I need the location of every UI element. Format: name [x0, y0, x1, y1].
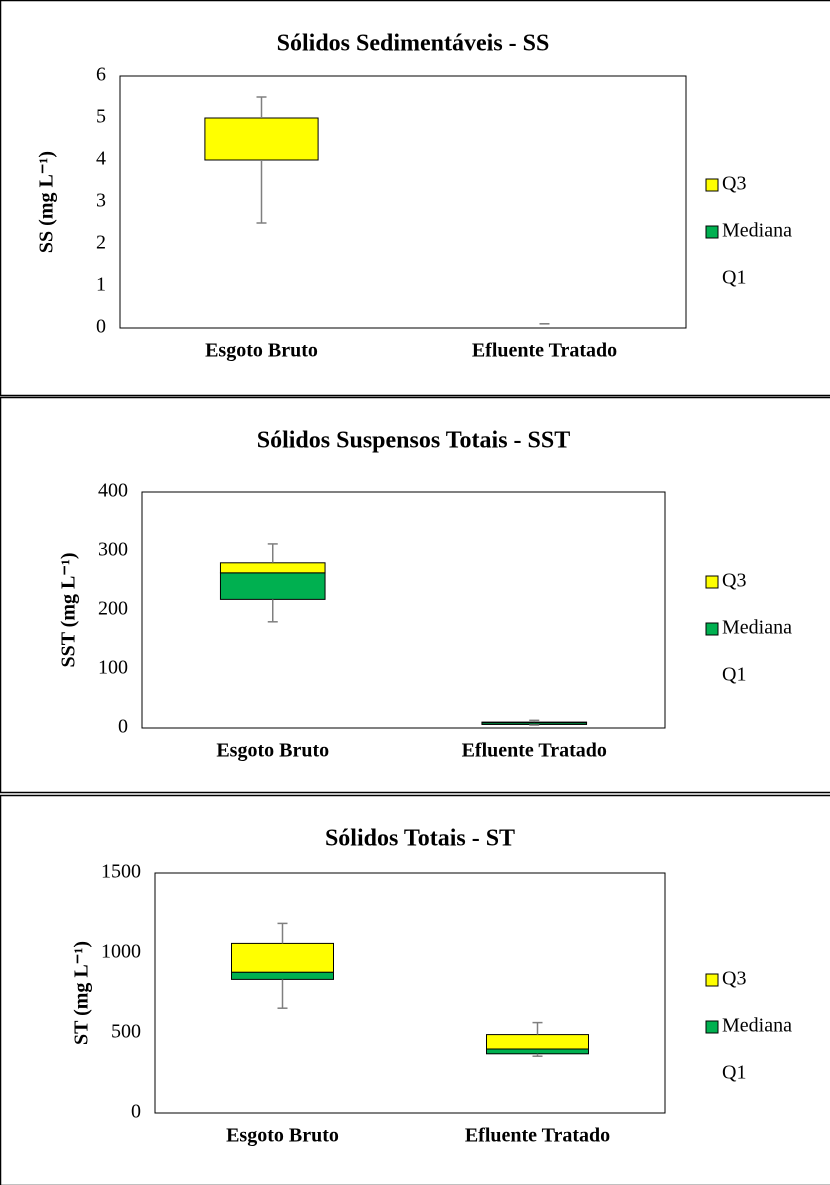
- y-tick-label: 1: [96, 274, 106, 296]
- legend-label: Q1: [722, 664, 746, 686]
- box-segment: [204, 117, 319, 161]
- y-tick-label: 5: [96, 106, 106, 128]
- box-segment: [487, 1054, 589, 1113]
- y-tick-label: 2: [96, 232, 106, 254]
- panel-border: [0, 0, 830, 397]
- legend-label: Q3: [722, 968, 746, 990]
- panel-border: [0, 396, 830, 794]
- box-segment: [486, 1034, 589, 1050]
- legend-swatch: [705, 973, 719, 987]
- box-segment: [231, 942, 334, 973]
- box-segment: [219, 572, 326, 600]
- legend-label: Q1: [722, 1062, 746, 1084]
- y-tick-label: 500: [111, 1021, 141, 1043]
- whisker: [256, 96, 267, 118]
- legend-swatch: [705, 178, 719, 192]
- y-axis-title: SST (mg L⁻¹): [58, 552, 80, 667]
- y-tick-label: 200: [98, 598, 128, 620]
- legend-swatch: [705, 622, 719, 636]
- chart-title: Sólidos Totais - ST: [325, 826, 515, 852]
- plot-area: [141, 491, 666, 729]
- box-segment: [231, 971, 334, 980]
- chart-panel: Sólidos Totais - ST ST (mg L⁻¹) 0 500 1000 15…: [0, 794, 830, 1185]
- plot-area: [119, 75, 687, 329]
- whisker: [529, 724, 540, 726]
- legend-swatch: [705, 225, 719, 239]
- x-tick-label: Efluente Tratado: [462, 740, 607, 762]
- legend-label: Mediana: [722, 220, 792, 242]
- whisker: [277, 922, 288, 944]
- whisker: [267, 543, 278, 563]
- y-tick-label: 0: [131, 1101, 141, 1123]
- whisker: [256, 160, 267, 224]
- y-tick-label: 3: [96, 190, 106, 212]
- chart-title: Sólidos Suspensos Totais - SST: [257, 428, 571, 454]
- y-tick-label: 300: [98, 539, 128, 561]
- y-tick-label: 1000: [101, 941, 141, 963]
- x-tick-label: Efluente Tratado: [472, 340, 617, 362]
- legend-label: Mediana: [722, 1015, 792, 1037]
- whisker: [532, 1053, 543, 1057]
- y-axis-title: ST (mg L⁻¹): [71, 941, 93, 1045]
- y-axis-title: SS (mg L⁻¹): [36, 151, 58, 253]
- y-tick-label: 4: [96, 148, 106, 170]
- y-tick-label: 100: [98, 657, 128, 679]
- y-tick-label: 400: [98, 480, 128, 502]
- y-tick-label: 0: [96, 316, 106, 338]
- legend-label: Q3: [722, 570, 746, 592]
- legend-swatch: [705, 1020, 719, 1034]
- legend-label: Q1: [722, 267, 746, 289]
- whisker: [277, 979, 288, 1009]
- box-segment: [486, 1048, 589, 1055]
- chart-panel: Sólidos Sedimentáveis - SS SS (mg L⁻¹) 0 1 2…: [0, 0, 830, 397]
- legend-swatch: [705, 575, 719, 589]
- whisker: [532, 1021, 543, 1035]
- x-tick-label: Efluente Tratado: [465, 1125, 610, 1147]
- legend-label: Mediana: [722, 617, 792, 639]
- whisker: [267, 599, 278, 623]
- y-tick-label: 6: [96, 64, 106, 86]
- box-segment: [481, 721, 588, 724]
- x-tick-label: Esgoto Bruto: [205, 340, 318, 362]
- whisker: [529, 719, 540, 723]
- plot-area: [154, 872, 666, 1114]
- x-tick-label: Esgoto Bruto: [216, 740, 329, 762]
- legend-label: Q3: [722, 173, 746, 195]
- x-tick-label: Esgoto Bruto: [226, 1125, 339, 1147]
- chart-panel: Sólidos Suspensos Totais - SST SST (mg L⁻…: [0, 396, 830, 794]
- chart-title: Sólidos Sedimentáveis - SS: [277, 31, 550, 57]
- box-segment: [219, 562, 326, 574]
- y-tick-label: 1500: [101, 861, 141, 883]
- panel-border: [0, 794, 830, 1185]
- y-tick-label: 0: [118, 716, 128, 738]
